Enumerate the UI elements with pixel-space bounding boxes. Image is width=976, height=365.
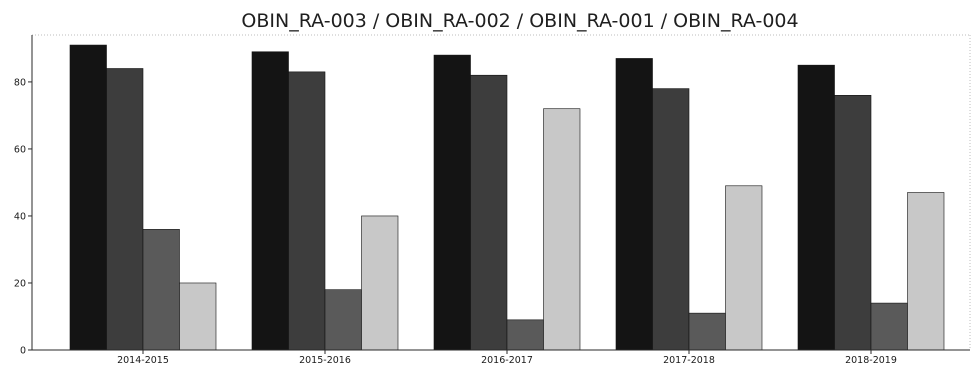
bar-2015-2016-series-2	[288, 71, 326, 351]
bar-2015-2016-series-4	[361, 215, 399, 351]
bar-2014-2015-series-3	[142, 229, 180, 351]
x-tick-label-2016-2017: 2016-2017	[481, 355, 533, 365]
chart-title: OBIN_RA-003 / OBIN_RA-002 / OBIN_RA-001 …	[241, 10, 798, 32]
bar-2017-2018-series-3	[688, 312, 726, 351]
bar-2017-2018-series-1	[615, 58, 653, 351]
bar-2016-2017-series-3	[506, 319, 544, 351]
x-tick-label-2014-2015: 2014-2015	[117, 355, 169, 365]
bar-2017-2018-series-2	[652, 88, 690, 351]
y-tick-label-20: 20	[14, 278, 26, 289]
y-tick-label-60: 60	[14, 144, 26, 155]
bar-2014-2015-series-1	[69, 44, 107, 351]
bar-2014-2015-series-4	[179, 282, 217, 351]
x-ticks-layer: 2014-2015 2015-2016 2016-2017 2017-2018 2018…	[117, 350, 897, 365]
bar-2014-2015-series-2	[106, 68, 144, 351]
bar-2016-2017-series-4	[543, 108, 581, 351]
bar-2018-2019-series-3	[870, 302, 908, 351]
y-tick-label-80: 80	[14, 77, 26, 88]
y-tick-label-40: 40	[14, 211, 26, 222]
bar-2018-2019-series-2	[834, 95, 872, 351]
bar-2015-2016-series-1	[251, 51, 289, 351]
x-tick-label-2018-2019: 2018-2019	[845, 355, 897, 365]
bar-2016-2017-series-1	[433, 54, 471, 351]
bar-2017-2018-series-4	[725, 185, 763, 351]
y-ticks-layer: 0 20 40 60 80	[14, 77, 32, 357]
y-tick-label-0: 0	[20, 346, 26, 357]
bars-layer	[69, 44, 945, 351]
x-tick-label-2017-2018: 2017-2018	[663, 355, 715, 365]
bar-2018-2019-series-1	[797, 64, 835, 351]
bar-2016-2017-series-2	[470, 74, 508, 351]
bar-2015-2016-series-3	[324, 289, 362, 351]
x-tick-label-2015-2016: 2015-2016	[299, 355, 351, 365]
bar-2018-2019-series-4	[907, 192, 945, 351]
